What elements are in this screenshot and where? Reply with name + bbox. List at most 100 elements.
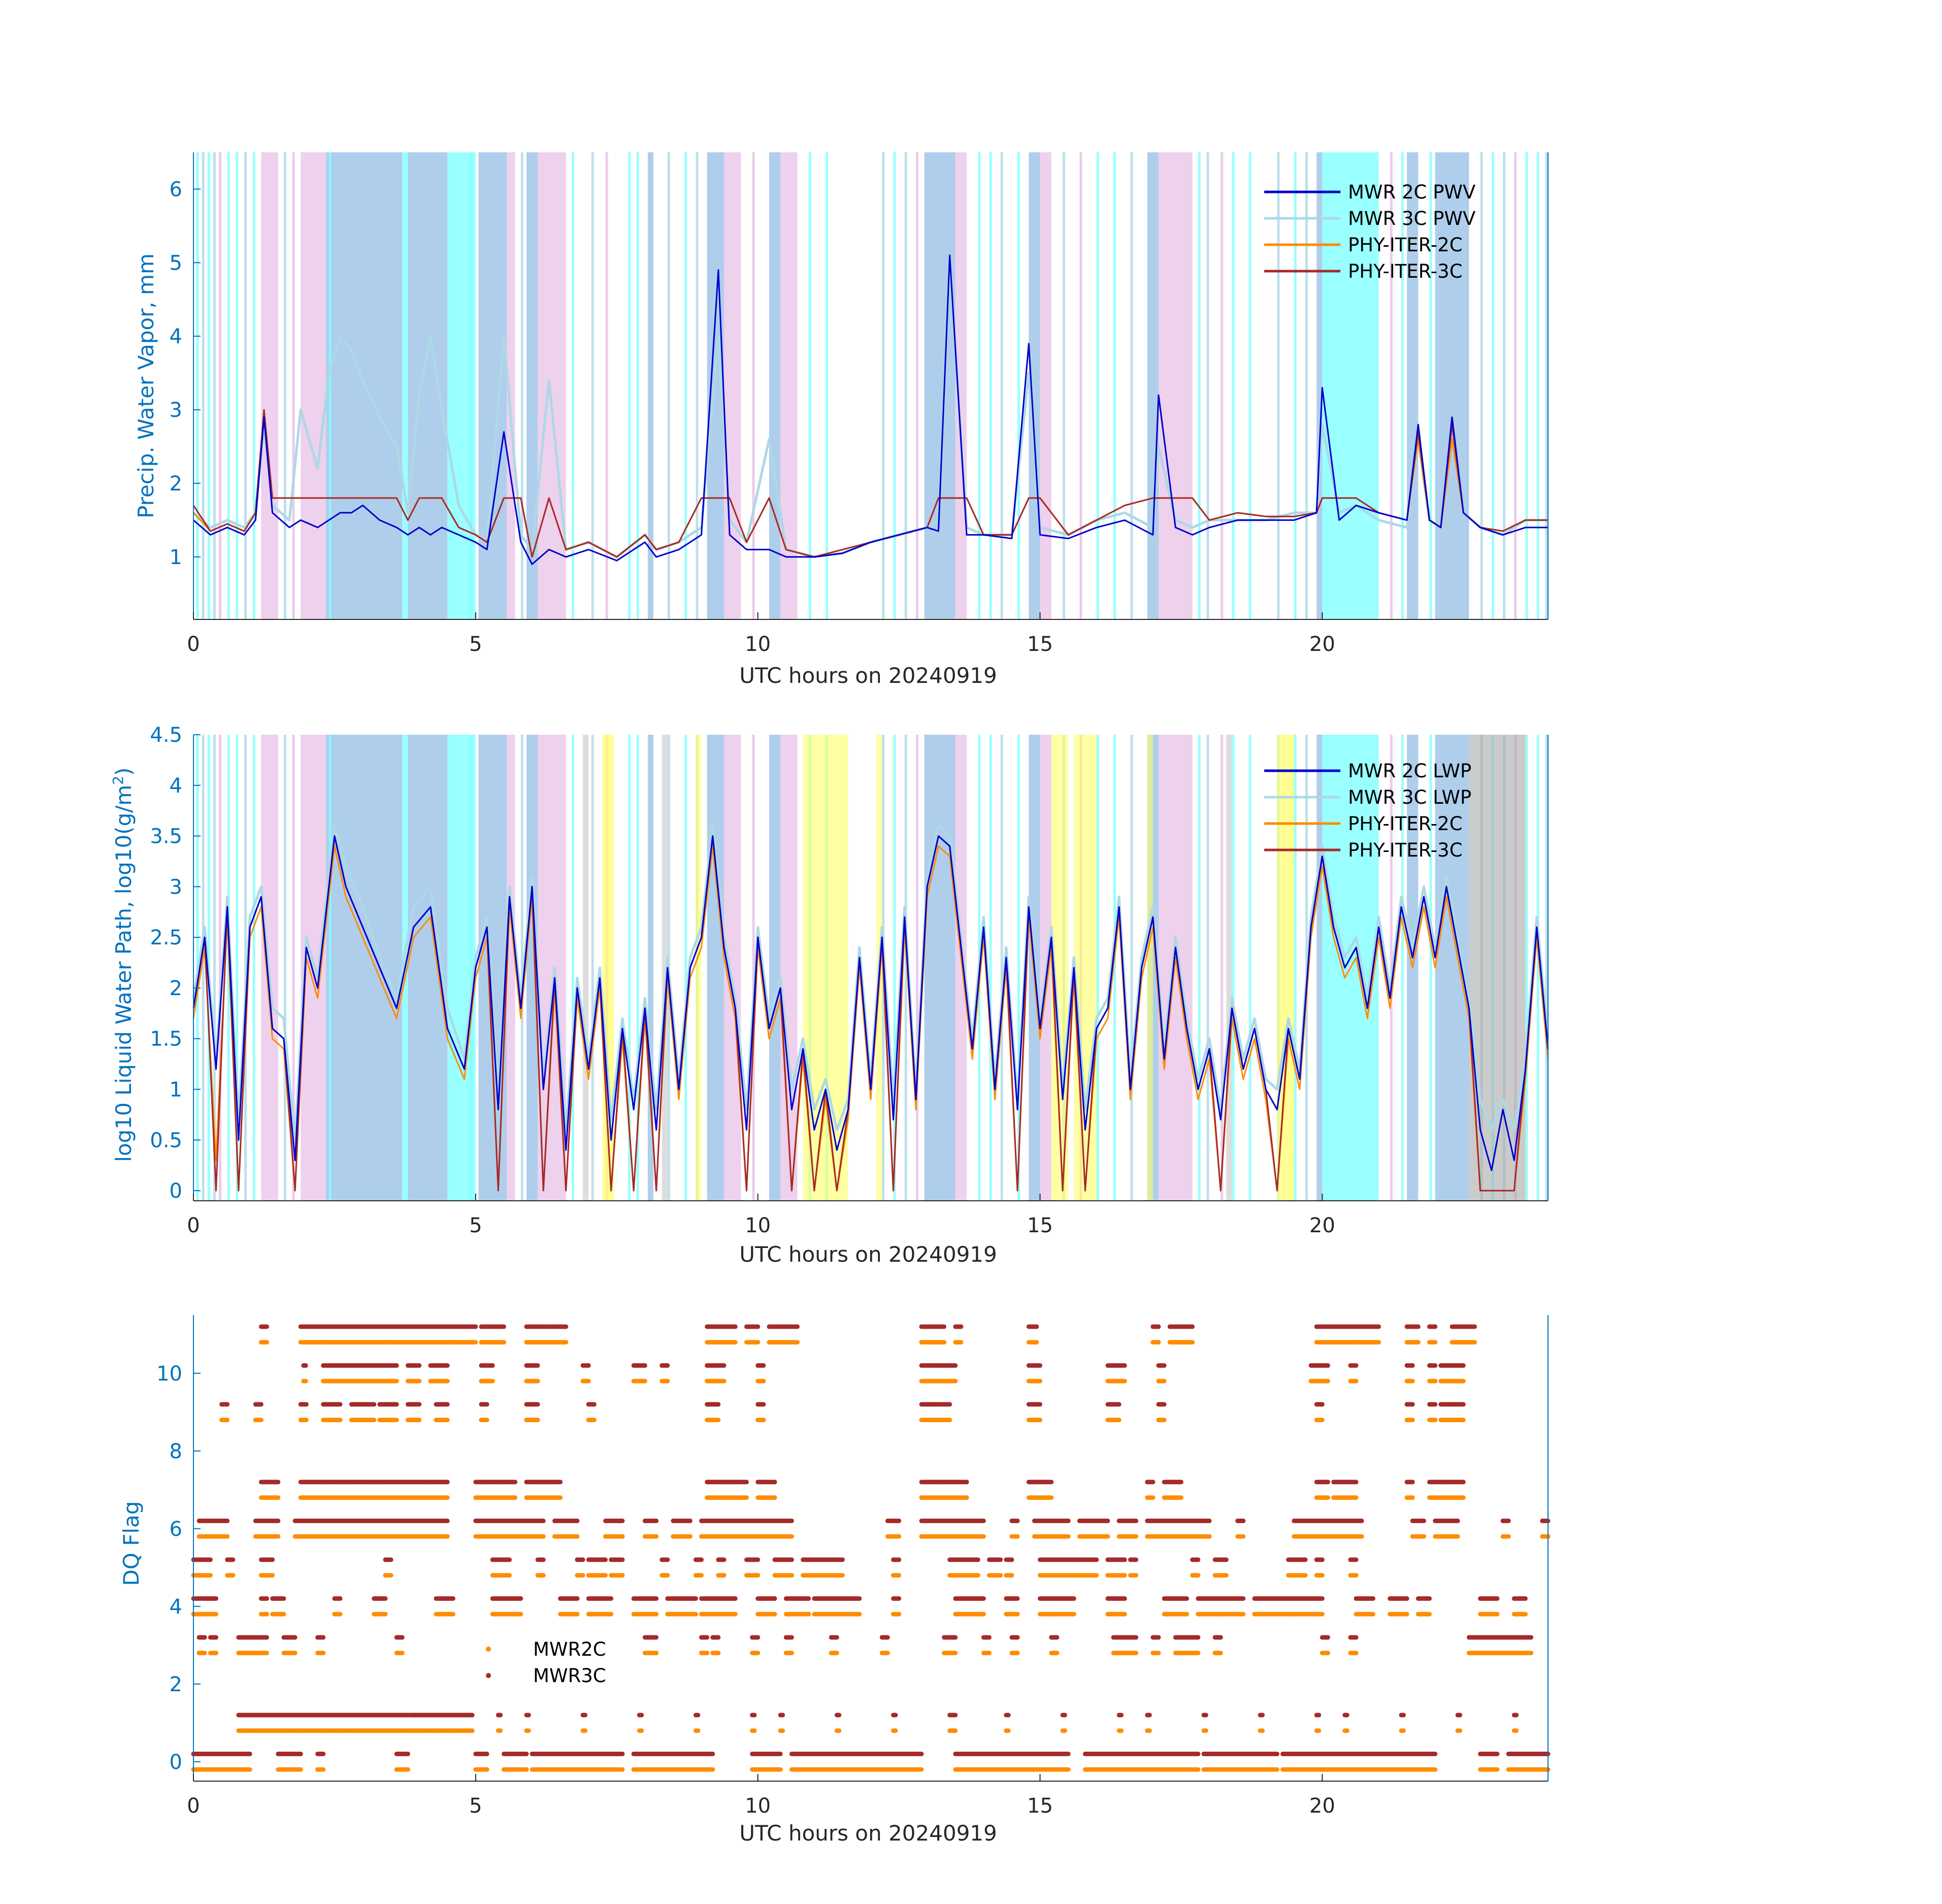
shading-line (1305, 152, 1308, 619)
dq-point-mwr2c (947, 1418, 952, 1423)
dq-point-mwr3c (789, 1557, 794, 1562)
dq-point-mwr2c (1038, 1418, 1042, 1423)
dq-point-mwr2c (1433, 1340, 1438, 1345)
shading-line (470, 152, 473, 619)
shading-line (1232, 152, 1235, 619)
x-tick-label: 10 (745, 1214, 771, 1237)
dq-point-mwr3c (1122, 1363, 1127, 1368)
dq-point-mwr3c (225, 1402, 230, 1407)
shading-band-extra (662, 735, 668, 1201)
dq-point-mwr2c (654, 1534, 659, 1539)
pwv-legend: MWR 2C PWV MWR 3C PWV PHY-ITER-2C PHY-IT… (1264, 181, 1475, 282)
dq-point-mwr2c (258, 1418, 264, 1423)
y-tick-label: 3 (170, 399, 182, 422)
x-tick-label: 0 (187, 1214, 200, 1237)
dq-point-mwr3c (1134, 1518, 1138, 1523)
dq-point-mwr3c (372, 1402, 377, 1407)
dq-point-mwr3c (665, 1363, 670, 1368)
dq-point-mwr3c (225, 1518, 230, 1523)
y-tick-label: 6 (170, 178, 182, 201)
dq-point-mwr2c (1190, 1340, 1195, 1345)
shading-band (402, 152, 408, 619)
dq-point-mwr2c (1134, 1573, 1138, 1578)
shading-band-extra (696, 735, 702, 1201)
dq-point-mwr3c (258, 1402, 264, 1407)
dq-point-mwr3c (1354, 1480, 1359, 1485)
y-tick-label: 0.5 (150, 1129, 182, 1152)
dq-point-mwr2c (1196, 1573, 1201, 1578)
series-line-mwr2c (192, 835, 1549, 1171)
shading-band (955, 735, 967, 1201)
dq-point-mwr2c (231, 1573, 236, 1578)
dq-point-mwr2c (338, 1418, 343, 1423)
dq-point-mwr2c (789, 1573, 794, 1578)
shading-band (1147, 152, 1159, 619)
shading-line (752, 735, 755, 1201)
dq-point-mwr3c (1359, 1518, 1364, 1523)
legend-label-mwr-2c-pwv: MWR 2C PWV (1348, 181, 1475, 203)
shading-line (1113, 735, 1116, 1201)
shading-band (1040, 152, 1051, 619)
dq-point-mwr2c (1303, 1573, 1308, 1578)
dq-point-mwr3c (1416, 1324, 1421, 1329)
shading-line (1545, 735, 1548, 1201)
dq-point-mwr2c (445, 1418, 450, 1423)
shading-line (636, 152, 639, 619)
y-tick-label: 4 (170, 325, 182, 348)
dq-point-mwr3c (1472, 1324, 1477, 1329)
dq-point-mwr2c (620, 1534, 625, 1539)
shading-band (1316, 735, 1323, 1201)
dq-point-mwr2c (1207, 1534, 1212, 1539)
dq-point-mwr3c (501, 1324, 506, 1329)
dq-point-mwr3c (755, 1557, 761, 1562)
lwp-legend: MWR 2C LWP MWR 3C LWP PHY-ITER-2C PHY-IT… (1264, 760, 1471, 861)
dq-point-mwr3c (897, 1557, 902, 1562)
dq-point-mwr3c (513, 1480, 518, 1485)
x-tick-label: 0 (187, 633, 200, 656)
shading-line (244, 735, 247, 1201)
dq-point-mwr3c (1455, 1518, 1460, 1523)
shading-line (227, 735, 230, 1201)
shading-line (1294, 152, 1297, 619)
shading-band (261, 152, 278, 619)
dq-point-mwr3c (388, 1557, 393, 1562)
dq-point-mwr2c (541, 1534, 546, 1539)
dq-point-mwr2c (558, 1495, 563, 1500)
shading-band (769, 735, 781, 1201)
shading-line (213, 735, 216, 1201)
dq-point-mwr2c (755, 1573, 761, 1578)
shading-line (628, 735, 631, 1201)
shading-line (628, 152, 631, 619)
dq-point-mwr3c (276, 1480, 281, 1485)
series-line-phy3c (192, 409, 1548, 558)
shading-line (1096, 152, 1099, 619)
dq-point-mwr3c (270, 1557, 275, 1562)
dq-point-mwr2c (225, 1534, 230, 1539)
shading-line (1536, 735, 1539, 1201)
shading-band (526, 735, 538, 1201)
dq-point-mwr2c (1410, 1418, 1415, 1423)
dq-point-mwr2c (1178, 1495, 1183, 1500)
shading-line (1017, 152, 1021, 619)
shading-line (1198, 735, 1201, 1201)
dq-point-mwr2c (1034, 1340, 1039, 1345)
dq-point-mwr3c (1410, 1363, 1415, 1368)
dq-point-mwr2c (1224, 1573, 1229, 1578)
dq-point-mwr2c (445, 1495, 450, 1500)
dq-point-mwr3c (1190, 1324, 1195, 1329)
dq-point-mwr2c (541, 1573, 546, 1578)
dq-point-mwr2c (1421, 1534, 1426, 1539)
shading-band (1316, 152, 1323, 619)
dq-point-mwr3c (840, 1557, 845, 1562)
shading-line (328, 152, 332, 619)
shading-band (538, 735, 566, 1201)
shading-line (904, 735, 907, 1201)
shading-line (1503, 152, 1506, 619)
dq-point-mwr2c (1122, 1573, 1127, 1578)
shading-line (520, 735, 523, 1201)
y-tick-label: 2 (170, 472, 182, 496)
shading-band-extra (583, 735, 589, 1201)
dq-point-mwr2c (1354, 1495, 1359, 1500)
